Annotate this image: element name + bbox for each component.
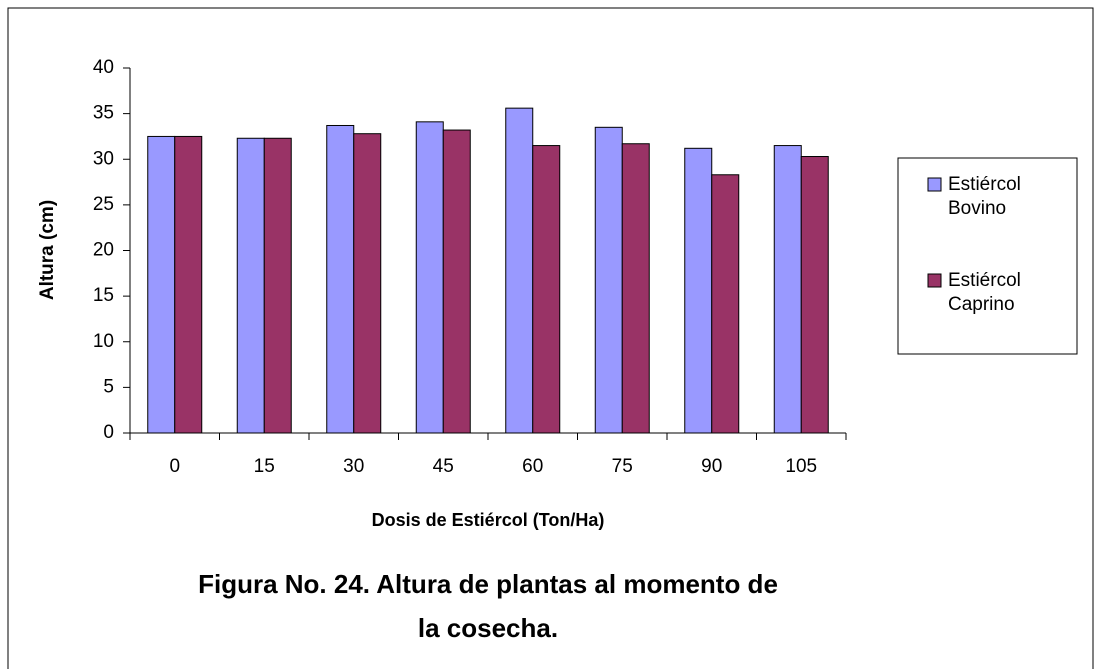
bar — [532, 145, 561, 434]
y-tick-label: 10 — [93, 331, 114, 352]
y-tick-label: 35 — [93, 103, 114, 124]
bar — [711, 174, 740, 434]
bar — [505, 107, 534, 434]
x-tick-label: 0 — [169, 456, 180, 477]
y-tick-label: 25 — [93, 194, 114, 215]
x-tick-label: 60 — [522, 456, 543, 477]
bar — [442, 129, 471, 434]
bar — [326, 124, 355, 434]
legend-label: Estiércol Bovino — [948, 174, 1021, 219]
y-tick-label: 20 — [93, 240, 114, 261]
frame — [7, 7, 1094, 669]
y-tick-label: 30 — [93, 148, 114, 169]
y-tick-label: 0 — [103, 422, 114, 443]
y-tick-label: 5 — [103, 376, 114, 397]
y-tick-label: 40 — [93, 57, 114, 78]
x-tick-label: 15 — [254, 456, 275, 477]
bar — [147, 135, 176, 434]
bar — [594, 126, 623, 434]
chart-title: Figura No. 24. Altura de plantas al mome… — [198, 569, 778, 643]
bar — [773, 145, 802, 434]
x-tick-label: 30 — [343, 456, 364, 477]
bar — [236, 137, 265, 434]
y-tick-label: 15 — [93, 285, 114, 306]
bar — [800, 156, 829, 434]
legend-swatch — [927, 273, 942, 288]
x-tick-label: 105 — [785, 456, 817, 477]
x-tick-label: 90 — [701, 456, 722, 477]
legend-swatch — [927, 177, 942, 192]
x-axis-label: Dosis de Estiércol (Ton/Ha) — [372, 510, 605, 530]
x-tick-label: 75 — [612, 456, 633, 477]
bar — [263, 137, 292, 434]
legend-label: Estiércol Caprino — [948, 270, 1021, 315]
bar — [415, 121, 444, 434]
bar — [684, 147, 713, 434]
bar — [621, 143, 650, 434]
bar — [174, 135, 203, 434]
x-tick-label: 45 — [433, 456, 454, 477]
bar — [353, 133, 382, 434]
y-axis-label: Altura (cm) — [37, 200, 58, 300]
